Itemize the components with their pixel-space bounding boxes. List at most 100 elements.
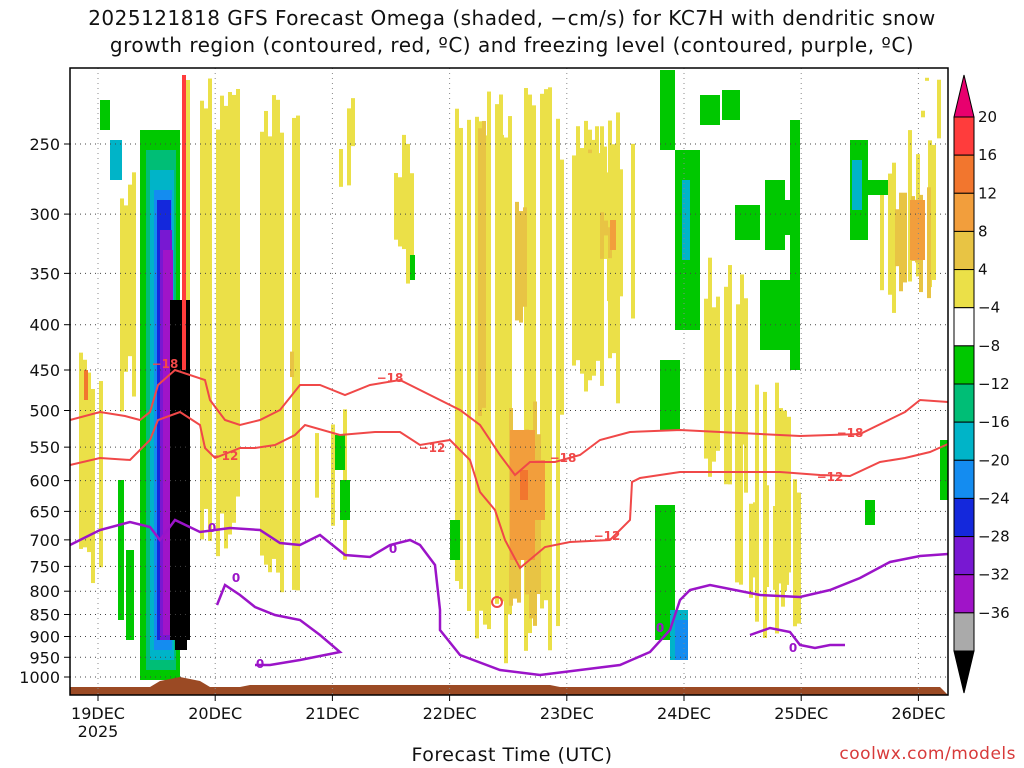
omega-cell-weak-rise: [272, 95, 276, 559]
colorbar-tick-label: −16: [978, 413, 1010, 431]
freezing-level-label: 0: [789, 641, 797, 655]
omega-cell-weak-rise: [532, 105, 536, 618]
colorbar-tick-label: 4: [978, 261, 988, 279]
plot-frame: [69, 67, 949, 696]
colorbar-tick-label: 12: [978, 184, 997, 202]
omega-cell-weak-rise: [79, 352, 83, 549]
x-tick-label: 21DEC: [305, 704, 359, 723]
omega-cell-moderate-rise: [903, 192, 907, 283]
omega-cell-weak-rise: [186, 80, 190, 300]
colorbar: 20 16 12 8 4 −4 −8 −12 −16 −20 −24 −28 −32 −36: [953, 74, 1010, 694]
omega-cell-moderate-rise: [927, 187, 931, 299]
dendritic-snow-growth-label: −18: [377, 371, 404, 385]
omega-cell-moderate-rise: [588, 149, 592, 154]
y-tick-label: 350: [29, 264, 60, 283]
omega-cell-sinking: [735, 205, 760, 240]
omega-cell-weak-rise: [402, 134, 406, 250]
omega-cell-sinking: [760, 280, 790, 350]
colorbar-swatch: [953, 497, 975, 538]
omega-cell-weak-rise: [487, 91, 491, 630]
omega-cell-weak-rise: [785, 522, 789, 585]
freezing-level-label: 0: [656, 621, 664, 635]
omega-cell-weak-rise: [475, 116, 479, 639]
colorbar-swatch: [953, 116, 975, 156]
dendritic-snow-growth-label: −12: [817, 470, 844, 484]
omega-cell-sinking: [118, 480, 124, 620]
omega-cell-moderate-rise: [478, 128, 482, 417]
omega-cell-weak-rise: [572, 155, 576, 366]
omega-cell-weak-rise: [787, 416, 791, 573]
colorbar-tick-label: −28: [978, 528, 1010, 546]
y-tick-label: 950: [29, 648, 60, 667]
omega-cell-sinking: [790, 120, 800, 370]
colorbar-tick-label: −12: [978, 375, 1010, 393]
omega-cell-weak-rise: [331, 424, 335, 526]
x-tick-year-label: 2025: [78, 722, 119, 741]
x-tick-label: 20DEC: [188, 704, 242, 723]
omega-cell-weak-rise: [128, 184, 132, 357]
omega-cell-weak-rise: [580, 148, 584, 374]
colorbar-tick-label: −20: [978, 451, 1010, 469]
omega-cell-sinking: [335, 435, 345, 470]
dendritic-snow-growth-label: −12: [212, 449, 239, 463]
omega-cell-sinking: [340, 480, 350, 520]
omega-cell-weak-rise: [132, 172, 136, 397]
omega-cell-weak-rise: [83, 359, 87, 548]
omega-cell-weak-rise: [524, 88, 528, 651]
x-tick-label: 23DEC: [540, 704, 594, 723]
y-axis: 250 300 350 400 450 500 550 600 650 700 750 800 850 9…: [19, 135, 70, 687]
omega-cell-sinking: [722, 90, 740, 120]
omega-cell-weak-rise: [224, 105, 228, 549]
omega-cell-weak-rise: [120, 198, 124, 412]
omega-cell-weak-rise: [556, 118, 560, 627]
omega-cell-weak-rise: [749, 503, 753, 598]
omega-cell-weak-rise: [592, 139, 596, 376]
freezing-level-contour: [215, 583, 343, 667]
freezing-level-label: 0: [389, 542, 397, 556]
omega-cell-sinking: [100, 100, 110, 130]
omega-cell-weak-rise: [595, 126, 599, 256]
credit-link[interactable]: coolwx.com/models: [839, 744, 1016, 764]
omega-cell-weak-rise: [208, 78, 212, 541]
omega-cell-moderate-rise: [899, 192, 903, 292]
omega-cell-weak-rise: [351, 98, 355, 147]
y-tick-label: 600: [29, 472, 60, 491]
omega-cell-moderate-rise: [604, 220, 608, 236]
x-tick-label: 22DEC: [423, 704, 477, 723]
omega-cell-weak-rise: [619, 169, 623, 297]
colorbar-swatch: [953, 536, 975, 576]
omega-cell-weak-rise: [576, 126, 580, 361]
y-tick-label: 300: [29, 205, 60, 224]
omega-cell-weak-rise: [773, 506, 777, 590]
omega-cell-weak-rise: [615, 155, 619, 304]
plot-border: [69, 67, 949, 696]
omega-shading-layer: [79, 70, 948, 680]
y-tick-label: 750: [29, 557, 60, 576]
omega-cell-weak-rise: [925, 77, 929, 81]
dendritic-snow-growth-contour: [69, 368, 949, 477]
colorbar-tick-label: −4: [978, 299, 1000, 317]
colorbar-tick-label: 8: [978, 222, 988, 240]
omega-cell-sinking: [660, 360, 680, 430]
freezing-level-label: 0: [208, 521, 216, 535]
omega-cell-weak-rise: [724, 286, 728, 485]
y-tick-label: 850: [29, 606, 60, 625]
omega-cell-weak-rise: [744, 298, 748, 493]
omega-cell-weak-rise: [797, 492, 801, 624]
y-tick-label: 650: [29, 502, 60, 521]
omega-cell-weak-rise: [739, 431, 743, 585]
omega-cell-weak-rise: [495, 104, 499, 604]
omega-cell-weak-rise: [276, 99, 280, 573]
colorbar-tick-label: 16: [978, 146, 997, 164]
omega-cell-strong-sinking: [163, 250, 173, 635]
colorbar-swatch: [953, 612, 975, 652]
terrain-ground: [70, 677, 948, 695]
omega-cell-weak-rise: [712, 307, 716, 462]
omega-cell-weak-rise: [735, 410, 739, 583]
colorbar-swatch: [953, 307, 975, 347]
omega-cell-sinking: [660, 70, 675, 150]
omega-cell-weak-rise: [937, 79, 941, 139]
freezing-level-label: 0: [256, 657, 264, 671]
contour-layer: −18 −18 −12 −12 −18 −12 −12 −18 0 0 0 0 0 0: [69, 357, 949, 677]
y-tick-label: 800: [29, 582, 60, 601]
